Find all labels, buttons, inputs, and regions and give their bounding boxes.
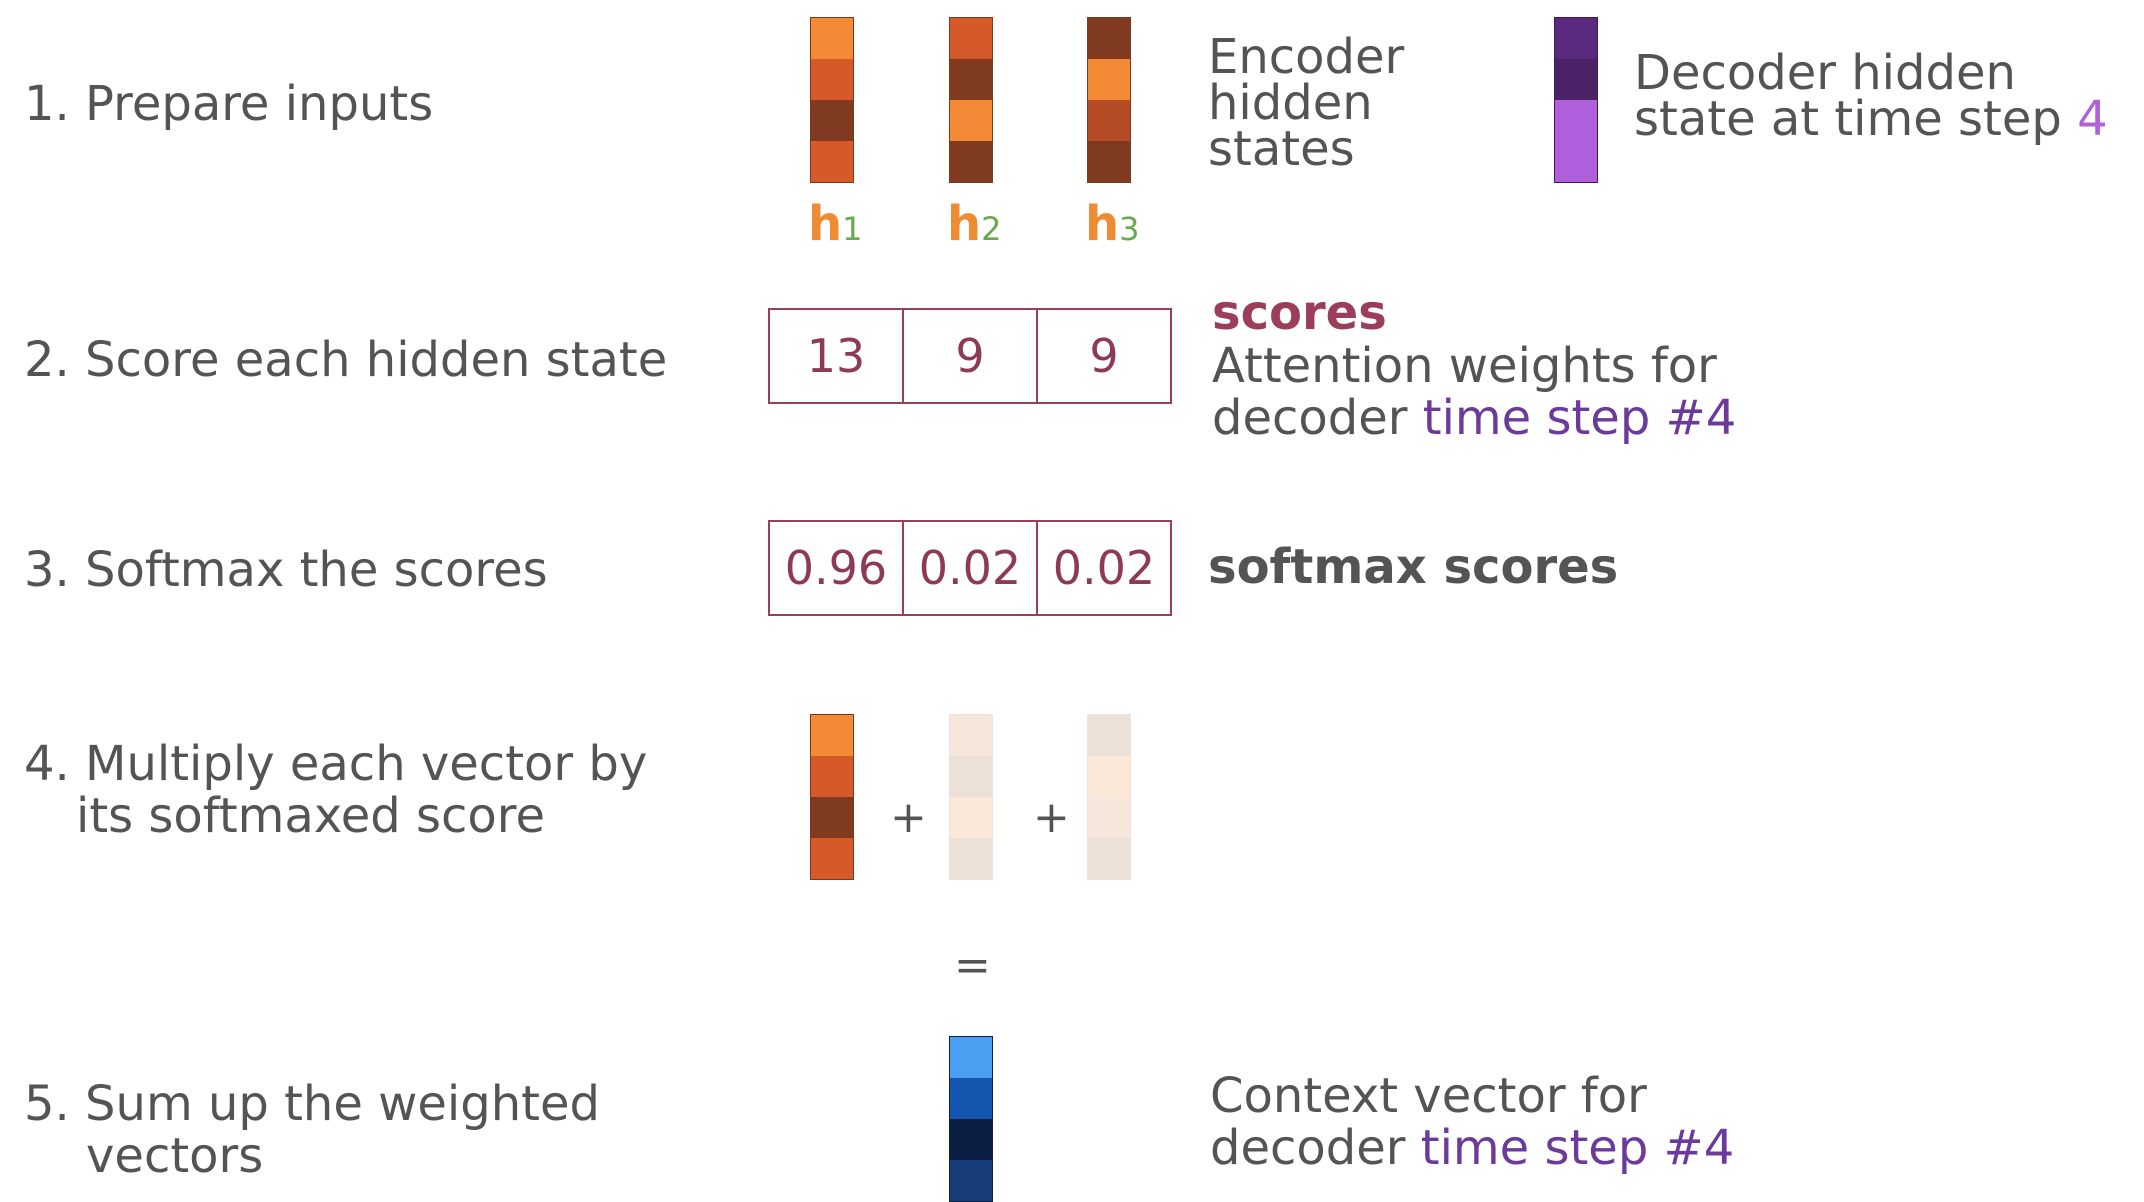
- weighted-vector-3: [1087, 714, 1131, 880]
- step-5-label-line2: vectors: [86, 1128, 264, 1184]
- softmax-title: softmax scores: [1208, 539, 1619, 595]
- encoder-vector-h1: [810, 17, 854, 183]
- plus-sign-2: +: [1033, 792, 1070, 843]
- h1-label: h1: [808, 196, 863, 252]
- context-description: Context vector for decoder time step #4: [1210, 1068, 1735, 1176]
- step-5-label-line1: 5. Sum up the weighted: [24, 1076, 600, 1132]
- score-cell-1: 13: [768, 308, 904, 404]
- step-1-label: 1. Prepare inputs: [24, 76, 434, 132]
- softmax-cell-1: 0.96: [768, 520, 904, 616]
- encoder-vector-h2: [949, 17, 993, 183]
- step-3-label: 3. Softmax the scores: [24, 542, 548, 598]
- step-4-label-line2: its softmaxed score: [76, 788, 546, 844]
- equals-sign: =: [954, 940, 991, 991]
- score-cell-2: 9: [902, 308, 1038, 404]
- step-4-label-line1: 4. Multiply each vector by: [24, 736, 648, 792]
- scores-table: 13 9 9: [768, 308, 1172, 404]
- decoder-label: Decoder hidden state at time step 4: [1634, 45, 2108, 147]
- decoder-time-step: 4: [2077, 91, 2108, 147]
- scores-description: Attention weights for decoder time step …: [1212, 338, 1737, 446]
- encoder-vector-h3: [1087, 17, 1131, 183]
- encoder-label: Encoder hidden states: [1208, 29, 1405, 177]
- scores-title: scores: [1212, 285, 1387, 341]
- weighted-vector-2: [949, 714, 993, 880]
- decoder-vector: [1554, 17, 1598, 183]
- step-2-label: 2. Score each hidden state: [24, 332, 668, 388]
- weighted-vector-1: [810, 714, 854, 880]
- context-vector: [949, 1036, 993, 1202]
- softmax-cell-2: 0.02: [902, 520, 1038, 616]
- h3-label: h3: [1085, 196, 1140, 252]
- h2-label: h2: [947, 196, 1002, 252]
- score-cell-3: 9: [1036, 308, 1172, 404]
- softmax-table: 0.96 0.02 0.02: [768, 520, 1172, 616]
- softmax-cell-3: 0.02: [1036, 520, 1172, 616]
- plus-sign-1: +: [890, 792, 927, 843]
